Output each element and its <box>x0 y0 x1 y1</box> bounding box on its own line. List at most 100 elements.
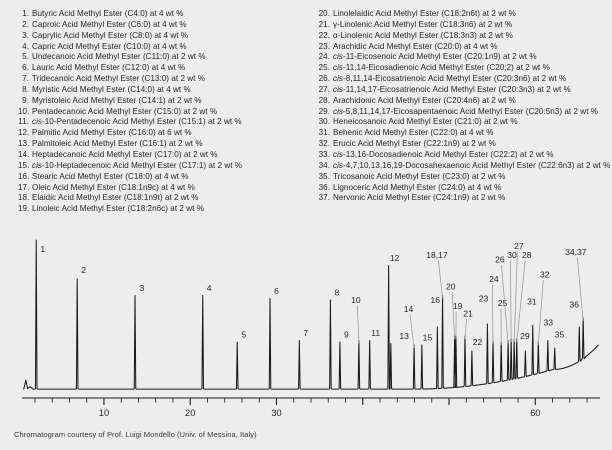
legend-item: 17. Oleic Acid Methyl Ester (C18:1n9c) at… <box>18 183 306 194</box>
peak-label: 12 <box>390 253 400 263</box>
legend-item: 2. Caproic Acid Methyl Ester (C6:0) at 4 … <box>18 20 306 31</box>
peak-label: 10 <box>351 295 361 305</box>
legend-item-label: cis-10-Heptadecenoic Acid Methyl Ester (… <box>32 160 243 170</box>
peak-label: 26 <box>495 255 505 265</box>
legend-item-number: 21. <box>318 19 330 29</box>
legend-item-label: Linolelaidic Acid Methyl Ester (C18:2n6t… <box>333 9 516 18</box>
legend-item-number: 18. <box>18 193 30 203</box>
legend-item-number: 14. <box>18 149 30 159</box>
peak-leader-line <box>537 279 544 346</box>
legend-item-label: Tridecanoic Acid Methyl Ester (C13:0) at… <box>32 74 205 84</box>
legend-item-label: Undecanoic Acid Methyl Ester (C11:0) at … <box>32 52 206 62</box>
legend-item-number: 11. <box>18 117 29 127</box>
legend-item-number: 22. <box>318 30 330 40</box>
peak-label: 14 <box>404 304 414 314</box>
legend-item-number: 6. <box>22 63 29 73</box>
legend-item-label: cis-13,16-Docosadienoic Acid Methyl Este… <box>333 149 554 159</box>
legend-item-number: 26. <box>318 74 330 84</box>
peak-label: 22 <box>473 337 483 347</box>
peak-label: 32 <box>540 270 550 280</box>
peak-labels: 123 4567891011121314151618,17201921222324… <box>40 241 587 349</box>
legend-item: 27. cis-11,14,17-Eicosatrienoic Acid Meth… <box>317 85 612 96</box>
legend-item-label: Tricosanoic Acid Methyl Ester (C23:0) at… <box>333 171 506 181</box>
legend-item-label: Butyric Acid Methyl Ester (C4:0) at 4 wt… <box>32 9 184 18</box>
legend-item-label: cis-5,8,11,14,17-Eicosapentaenoic Acid M… <box>333 106 599 116</box>
peak-label: 18,17 <box>426 250 448 260</box>
legend-item-label: Lauric Acid Methyl Ester (C12:0) at 4 wt… <box>32 63 186 73</box>
legend-item-label: cis-11,14,17-Eicosatrienoic Acid Methyl … <box>333 84 571 94</box>
legend-item-label: Pentadecanoic Acid Methyl Ester (C15:0) … <box>32 106 218 116</box>
legend-item: 12. Palmitic Acid Methyl Ester (C16:0) at… <box>18 128 306 139</box>
chromatogram-svg: 10203060Min1234567891011121314151618,172… <box>22 239 600 418</box>
x-axis-ticks <box>34 398 588 405</box>
legend-item-number: 9. <box>22 95 29 105</box>
legend-item: 10. Pentadecanoic Acid Methyl Ester (C15:… <box>18 107 306 118</box>
legend-item: 19. Linoleic Acid Methyl Ester (C18:2n6c)… <box>18 204 306 215</box>
legend-item: 9. Myristoleic Acid Methyl Ester (C14:1) … <box>18 96 306 107</box>
legend-item-number: 23. <box>318 41 330 51</box>
legend-item-label: Stearic Acid Methyl Ester (C18:0) at 4 w… <box>32 171 189 181</box>
legend-item-label: Heptadecanoic Acid Methyl Ester (C17:0) … <box>32 149 218 159</box>
legend-item: 25. cis-11,14-Eicosadienoic Acid Methyl E… <box>317 63 612 74</box>
legend-item-number: 35. <box>318 171 330 181</box>
legend-item: 20. Linolelaidic Acid Methyl Ester (C18:2… <box>317 9 612 20</box>
legend-item: 36. Lignoceric Acid Methyl Ester (C24:0) … <box>317 183 612 194</box>
peak-leader-line <box>501 264 509 344</box>
peak-label: 13 <box>399 331 409 341</box>
peak-label: 8 <box>334 288 339 298</box>
peak-label: 16 <box>430 295 440 305</box>
x-axis-tick-labels: 10 20 30 60 <box>99 408 541 418</box>
legend-item: 15. cis-10-Heptadecenoic Acid Methyl Este… <box>18 161 306 172</box>
peak-leader-line <box>409 314 415 349</box>
legend-item-number: 20. <box>318 9 330 18</box>
peak-label: 28 <box>522 250 532 260</box>
peak-label: 11 <box>371 328 380 338</box>
legend-item-label: Heneicosanoic Acid Methyl Ester (C21:0) … <box>333 117 518 127</box>
peak-label: 5 <box>241 330 246 340</box>
legend-item-number: 2. <box>22 19 29 29</box>
chromatogram-trace <box>23 239 599 390</box>
legend-column-right: 20. Linolelaidic Acid Methyl Ester (C18:2… <box>306 0 612 232</box>
legend-item-number: 3. <box>22 30 29 40</box>
legend-item: 6. Lauric Acid Methyl Ester (C12:0) at 4 … <box>18 63 306 74</box>
peak-leader-line <box>438 260 443 299</box>
legend-item-number: 30. <box>318 117 330 127</box>
legend-item-label: γ-Linolenic Acid Methyl Ester (C18:3n6) … <box>333 19 513 29</box>
legend-item-label: Palmitoleic Acid Methyl Ester (C16:1) at… <box>32 139 203 149</box>
peak-label: 21 <box>463 309 473 319</box>
legend-item-label: cis-11,14-Eicosadienoic Acid Methyl Este… <box>333 63 550 73</box>
peak-label: 1 <box>40 244 45 254</box>
legend-item: 28. Arachidonic Acid Methyl Ester (C20:4n… <box>317 96 612 107</box>
legend-item: 1. Butyric Acid Methyl Ester (C4:0) at 4 … <box>18 9 306 20</box>
peak-leader-line <box>464 318 467 340</box>
peak-label: 35 <box>555 330 565 340</box>
legend-item-number: 4. <box>22 41 29 51</box>
legend-item-label: Caproic Acid Methyl Ester (C6:0) at 4 wt… <box>32 19 187 29</box>
legend-item-label: Linoleic Acid Methyl Ester (C18:2n6c) at… <box>32 204 204 214</box>
peak-leader-line <box>576 257 584 322</box>
legend-item: 18. Elaidic Acid Methyl Ester (C18:1n9t) … <box>18 193 306 204</box>
legend-item-number: 10. <box>18 106 30 116</box>
legend-item-number: 8. <box>22 84 29 94</box>
peak-label: 6 <box>274 286 279 296</box>
peak-label: 19 <box>453 301 463 311</box>
legend-item: 4. Capric Acid Methyl Ester (C10:0) at 4 … <box>18 42 306 53</box>
legend-item-label: cis-4,7,10,13,16,19-Docosahexaenoic Acid… <box>333 160 611 170</box>
legend-item: 5. Undecanoic Acid Methyl Ester (C11:0) a… <box>18 52 306 63</box>
peak-leader-line <box>516 260 526 343</box>
credit-text: Chromatogram courtesy of Prof. Luigi Mon… <box>14 430 257 439</box>
legend-column-left: 1. Butyric Acid Methyl Ester (C4:0) at 4 … <box>0 0 306 232</box>
peak-label: 27 <box>514 241 524 251</box>
peak-label: 15 <box>423 333 433 343</box>
peak-label: 3 <box>140 283 145 293</box>
legend-item-label: Elaidic Acid Methyl Ester (C18:1n9t) at … <box>32 193 199 203</box>
legend-item-label: cis-10-Pentadecenoic Acid Methyl Ester (… <box>32 117 242 127</box>
peak-label: 4 <box>207 283 212 293</box>
peak-label: 23 <box>479 294 489 304</box>
legend-item: 35. Tricosanoic Acid Methyl Ester (C23:0)… <box>317 172 612 183</box>
legend-item: 32. Erucic Acid Methyl Ester (C22:1n9) at… <box>317 139 612 150</box>
legend-item: 7. Tridecanoic Acid Methyl Ester (C13:0) … <box>18 74 306 85</box>
peak-label: 36 <box>569 300 579 310</box>
legend-item-label: Capric Acid Methyl Ester (C10:0) at 4 wt… <box>32 41 187 51</box>
peak-label: 7 <box>303 328 308 338</box>
